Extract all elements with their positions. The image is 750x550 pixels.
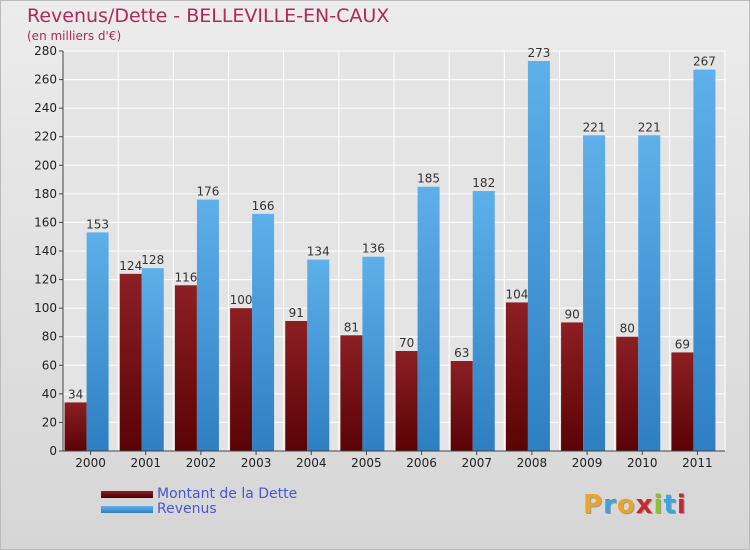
data-label-dette: 63 (454, 346, 469, 360)
data-label-revenus: 136 (362, 242, 385, 256)
bar-dette (616, 336, 639, 451)
x-tick-label: 2004 (296, 456, 327, 470)
x-tick-label: 2011 (682, 456, 713, 470)
logo-letter: P (583, 490, 604, 520)
y-tick-label: 140 (34, 244, 57, 258)
y-tick-label: 260 (34, 73, 57, 87)
data-label-dette: 124 (119, 259, 142, 273)
logo-letter: t (663, 490, 677, 520)
bar-revenus (417, 186, 440, 451)
x-tick-label: 2010 (627, 456, 658, 470)
bar-revenus (86, 232, 109, 451)
data-label-revenus: 185 (417, 172, 440, 186)
data-label-revenus: 128 (141, 253, 164, 267)
data-label-dette: 34 (68, 387, 83, 401)
y-tick-label: 200 (34, 158, 57, 172)
bar-dette (119, 273, 142, 451)
y-tick-label: 20 (42, 415, 57, 429)
logo-letter: x (635, 490, 654, 520)
x-tick-label: 2000 (75, 456, 106, 470)
logo-letter: i (653, 490, 664, 520)
bar-dette (230, 308, 253, 451)
bar-revenus (527, 61, 550, 451)
data-label-dette: 70 (399, 336, 414, 350)
data-label-dette: 80 (620, 322, 635, 336)
data-label-revenus: 267 (693, 55, 716, 69)
y-tick-label: 100 (34, 301, 57, 315)
data-label-revenus: 221 (638, 120, 661, 134)
legend-swatch-dette (101, 491, 153, 498)
bar-dette (64, 402, 87, 451)
bar-revenus (196, 199, 219, 451)
y-tick-label: 80 (42, 330, 57, 344)
data-label-revenus: 176 (196, 185, 219, 199)
x-tick-label: 2002 (186, 456, 217, 470)
data-label-revenus: 134 (307, 245, 330, 259)
bar-revenus (693, 69, 716, 452)
bar-dette (340, 335, 363, 451)
data-label-dette: 100 (230, 293, 253, 307)
bar-revenus (583, 135, 606, 452)
logo-letter: o (616, 490, 636, 520)
legend-label-revenus: Revenus (157, 501, 217, 517)
data-label-revenus: 182 (472, 176, 495, 190)
y-tick-label: 280 (34, 44, 57, 58)
x-tick-label: 2007 (461, 456, 492, 470)
y-tick-label: 160 (34, 215, 57, 229)
y-tick-label: 180 (34, 187, 57, 201)
x-tick-label: 2003 (241, 456, 272, 470)
y-tick-label: 120 (34, 273, 57, 287)
data-label-revenus: 153 (86, 217, 109, 231)
bar-dette (450, 361, 473, 451)
y-tick-label: 60 (42, 358, 57, 372)
legend-label-dette: Montant de la Dette (157, 486, 298, 502)
chart-title: Revenus/Dette - BELLEVILLE-EN-CAUX (27, 5, 390, 27)
data-label-dette: 81 (344, 320, 359, 334)
data-label-dette: 116 (174, 270, 197, 284)
logo-letter: r (603, 490, 617, 520)
proxiti-logo: Proxiti (583, 490, 687, 520)
bar-revenus (307, 259, 330, 451)
data-label-revenus: 221 (583, 120, 606, 134)
bar-revenus (362, 256, 385, 451)
x-tick-label: 2005 (351, 456, 382, 470)
data-label-dette: 104 (505, 287, 528, 301)
x-tick-label: 2001 (130, 456, 161, 470)
data-label-dette: 90 (564, 307, 579, 321)
y-tick-label: 240 (34, 101, 57, 115)
data-label-dette: 69 (675, 337, 690, 351)
bar-dette (174, 285, 197, 451)
y-tick-label: 0 (49, 444, 57, 458)
logo-letter: i (676, 490, 687, 520)
bar-revenus (472, 191, 495, 451)
bar-dette (395, 351, 418, 451)
y-tick-label: 220 (34, 130, 57, 144)
chart-subtitle: (en milliers d'€) (27, 29, 122, 43)
data-label-revenus: 166 (252, 199, 275, 213)
legend-swatch-revenus (101, 506, 153, 513)
data-label-dette: 91 (289, 306, 304, 320)
bar-revenus (638, 135, 661, 452)
bar-dette (505, 302, 528, 451)
bar-dette (671, 352, 694, 451)
x-tick-label: 2006 (406, 456, 437, 470)
bar-dette (285, 321, 308, 451)
y-tick-label: 40 (42, 387, 57, 401)
x-tick-label: 2008 (517, 456, 548, 470)
bar-dette (561, 322, 584, 451)
x-tick-label: 2009 (572, 456, 603, 470)
bar-revenus (252, 213, 275, 451)
bar-revenus (141, 268, 164, 451)
data-label-revenus: 273 (527, 46, 550, 60)
